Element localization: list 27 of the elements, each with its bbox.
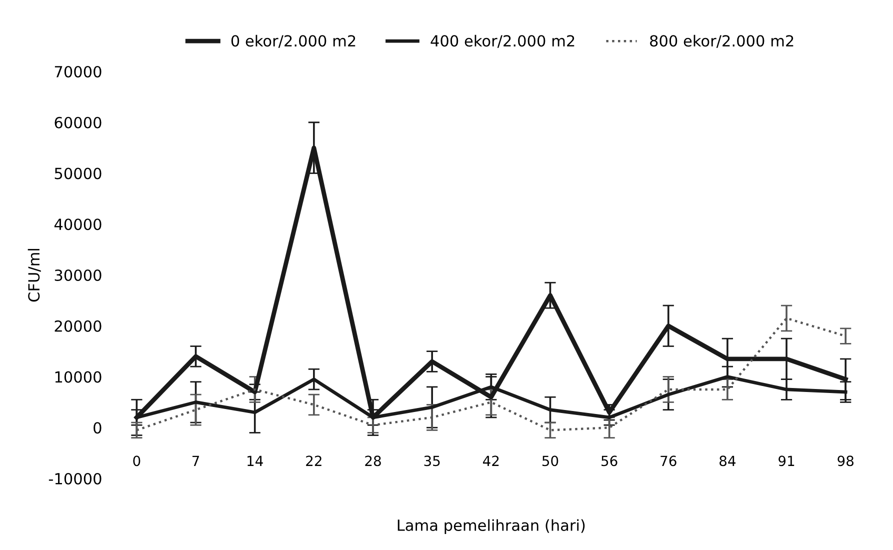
y-tick-label: 40000 [54, 218, 102, 230]
x-tick-label: 22 [306, 456, 322, 466]
x-tick-label: 42 [482, 456, 499, 466]
x-tick-label: 0 [133, 456, 140, 466]
legend-label: 800 ekor/2.000 m2 [650, 34, 794, 48]
y-tick-label: 30000 [54, 269, 102, 282]
legend-label: 0 ekor/2.000 m2 [231, 34, 356, 48]
x-tick-label: 14 [248, 456, 263, 466]
x-axis-title: Lama pemelihraan (hari) [398, 519, 585, 534]
y-tick-label: 70000 [54, 66, 102, 78]
y-tick-label: 0 [94, 422, 102, 434]
x-tick-label: 76 [660, 456, 676, 466]
y-axis-title: CFU/ml [28, 248, 41, 302]
x-tick-label: 91 [778, 456, 794, 466]
legend-label: 400 ekor/2.000 m2 [430, 34, 574, 48]
x-tick-label: 35 [424, 456, 440, 466]
y-tick-label: -10000 [48, 472, 102, 485]
y-tick-label: 60000 [54, 116, 102, 128]
y-tick-label: 10000 [55, 371, 102, 383]
x-tick-label: 56 [602, 456, 618, 466]
x-tick-label: 50 [542, 456, 558, 466]
x-tick-label: 84 [720, 456, 736, 466]
y-tick-label: 20000 [54, 320, 102, 332]
x-tick-label: 7 [192, 456, 200, 466]
y-tick-label: 50000 [54, 168, 102, 180]
x-tick-label: 98 [838, 456, 854, 466]
x-tick-label: 28 [365, 456, 381, 466]
